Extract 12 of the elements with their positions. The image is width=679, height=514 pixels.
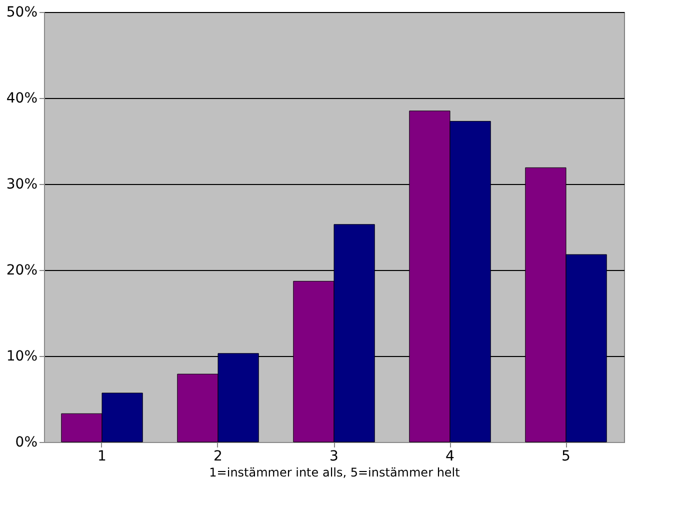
x-tick-label: 3 [330,448,338,464]
y-tick-label: 40% [6,90,38,106]
y-tick-label: 0% [15,434,38,450]
x-axis-title: 1=instämmer inte alls, 5=instämmer helt [209,466,460,480]
y-tick-label: 20% [6,262,38,278]
y-tick-label: 50% [6,4,38,20]
x-tick-label: 2 [214,448,222,464]
y-tick-label: 30% [6,176,38,192]
x-tick-label: 5 [562,448,570,464]
y-tick-label: 10% [6,348,38,364]
x-tick-label: 4 [446,448,455,464]
x-tick-label: 1 [98,448,106,464]
